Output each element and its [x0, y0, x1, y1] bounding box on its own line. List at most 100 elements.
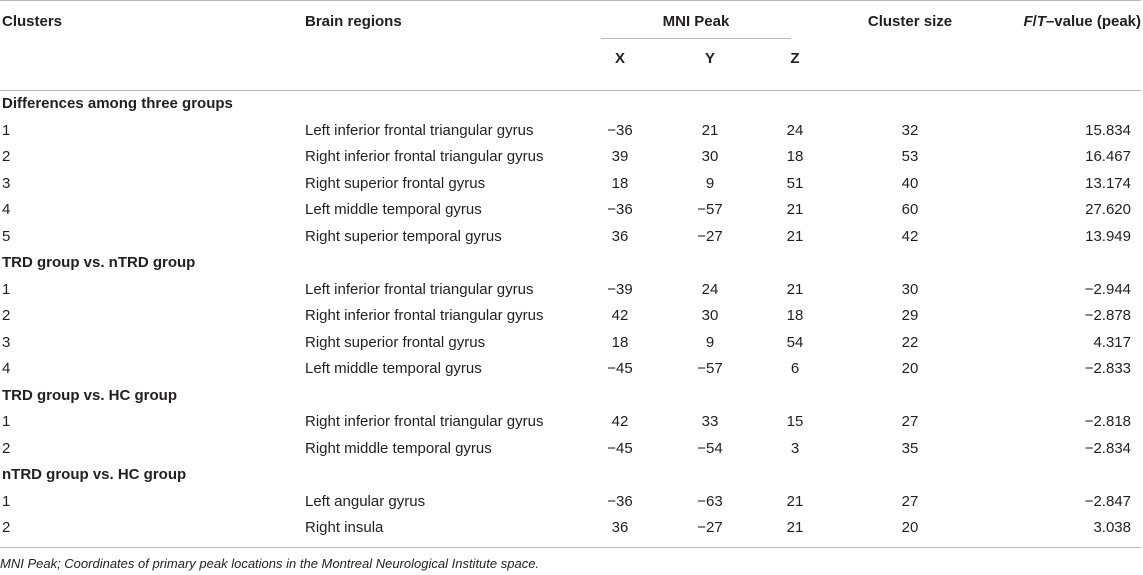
cell-y: −27 [697, 227, 723, 245]
cell-z: 21 [786, 201, 804, 218]
cell-cluster-size: 32 [901, 121, 919, 139]
cell-x: −45 [607, 360, 633, 377]
cell-z: 6 [790, 360, 800, 377]
cell-cluster: 1 [2, 121, 11, 139]
cell-value: 15.834 [1085, 121, 1131, 139]
section-heading: nTRD group vs. HC group [2, 466, 187, 483]
cell-z: 51 [786, 174, 804, 192]
cell-cluster-size: 30 [901, 280, 919, 298]
cell-x: 18 [611, 174, 629, 192]
cell-cluster: 4 [2, 360, 11, 377]
header-fvalue-f: F [1023, 13, 1033, 30]
cell-z: 21 [786, 492, 804, 510]
cell-cluster-size: 53 [901, 148, 919, 165]
cell-y: 21 [701, 121, 719, 139]
cell-cluster-size: 40 [901, 174, 919, 192]
cell-x: −36 [607, 492, 633, 510]
cell-cluster-size: 60 [901, 201, 919, 218]
cell-y: −57 [697, 360, 723, 377]
section-heading: TRD group vs. HC group [2, 386, 177, 404]
table-footnote: MNI Peak; Coordinates of primary peak lo… [0, 556, 540, 571]
cell-y: 33 [701, 413, 719, 430]
header-fvalue-t: T [1036, 13, 1046, 30]
cell-z: 21 [786, 519, 804, 536]
cell-x: 36 [611, 227, 629, 245]
cell-region: Right superior temporal gyrus [305, 227, 502, 245]
cell-y: −63 [697, 492, 723, 510]
cell-cluster-size: 42 [901, 227, 919, 245]
header-cluster-size: Cluster size [867, 13, 953, 30]
cell-value: 16.467 [1085, 148, 1131, 165]
header-fvalue: F/T–value (peak) [980, 12, 1141, 32]
table-top-rule [0, 0, 1141, 1]
cell-region: Right superior frontal gyrus [305, 174, 486, 192]
cell-value: −2.944 [1084, 280, 1131, 298]
cell-cluster: 4 [2, 201, 11, 218]
cell-value: 4.317 [1093, 333, 1131, 351]
cell-cluster-size: 35 [901, 439, 919, 457]
section-heading: TRD group vs. nTRD group [2, 254, 196, 271]
cell-cluster: 2 [2, 307, 11, 324]
cell-value: 3.038 [1093, 519, 1131, 536]
cell-cluster: 2 [2, 439, 11, 457]
cell-x: −45 [607, 439, 633, 457]
cell-value: 13.174 [1085, 174, 1131, 192]
cell-region: Left inferior frontal triangular gyrus [305, 280, 534, 298]
cell-region: Left middle temporal gyrus [305, 360, 482, 377]
cell-y: 9 [705, 333, 715, 351]
header-brain-regions: Brain regions [305, 13, 402, 30]
cell-value: 27.620 [1085, 201, 1131, 218]
header-y: Y [704, 50, 715, 67]
header-x: X [614, 50, 625, 67]
cell-cluster: 3 [2, 174, 11, 192]
cell-region: Right inferior frontal triangular gyrus [305, 148, 544, 165]
header-fvalue-slash: / [1032, 13, 1037, 30]
cell-z: 21 [786, 280, 804, 298]
cell-cluster-size: 20 [901, 519, 919, 536]
cell-value: −2.878 [1084, 307, 1131, 324]
cell-region: Right inferior frontal triangular gyrus [305, 307, 544, 324]
cell-x: 42 [611, 307, 629, 324]
section-heading: Differences among three groups [2, 95, 233, 112]
cell-x: −36 [607, 121, 633, 139]
cell-z: 18 [786, 148, 804, 165]
cell-cluster: 3 [2, 333, 11, 351]
cell-cluster-size: 22 [901, 333, 919, 351]
cell-cluster-size: 20 [901, 360, 919, 377]
cell-region: Right inferior frontal triangular gyrus [305, 413, 544, 430]
cell-region: Right middle temporal gyrus [305, 439, 492, 457]
cell-value: −2.834 [1084, 439, 1131, 457]
cell-cluster-size: 27 [901, 492, 919, 510]
cell-x: 42 [611, 413, 629, 430]
cell-x: −36 [607, 201, 633, 218]
cell-region: Right insula [305, 519, 384, 536]
cell-z: 3 [790, 439, 800, 457]
cell-value: −2.847 [1084, 492, 1131, 510]
cell-z: 15 [786, 413, 804, 430]
mni-subheader-rule [601, 38, 791, 39]
cell-cluster-size: 29 [901, 307, 919, 324]
cell-cluster: 2 [2, 519, 11, 536]
header-clusters: Clusters [2, 13, 63, 30]
header-fvalue-rest: –value (peak) [1045, 13, 1141, 30]
cell-z: 54 [786, 333, 804, 351]
cell-y: 24 [701, 280, 719, 298]
cell-y: −57 [697, 201, 723, 218]
cell-cluster: 1 [2, 413, 11, 430]
cell-x: 39 [611, 148, 629, 165]
cell-z: 24 [786, 121, 804, 139]
cell-cluster: 5 [2, 227, 11, 245]
cell-y: −54 [697, 439, 723, 457]
cell-y: 30 [701, 148, 719, 165]
cell-region: Right superior frontal gyrus [305, 333, 486, 351]
cell-value: 13.949 [1085, 227, 1131, 245]
cell-value: −2.833 [1084, 360, 1131, 377]
cell-cluster: 1 [2, 280, 11, 298]
cell-z: 18 [786, 307, 804, 324]
table-bottom-rule [0, 547, 1141, 548]
cell-y: −27 [697, 519, 723, 536]
cell-cluster-size: 27 [901, 413, 919, 430]
header-z: Z [790, 50, 800, 67]
cell-x: 18 [611, 333, 629, 351]
header-bottom-rule [0, 90, 1141, 91]
